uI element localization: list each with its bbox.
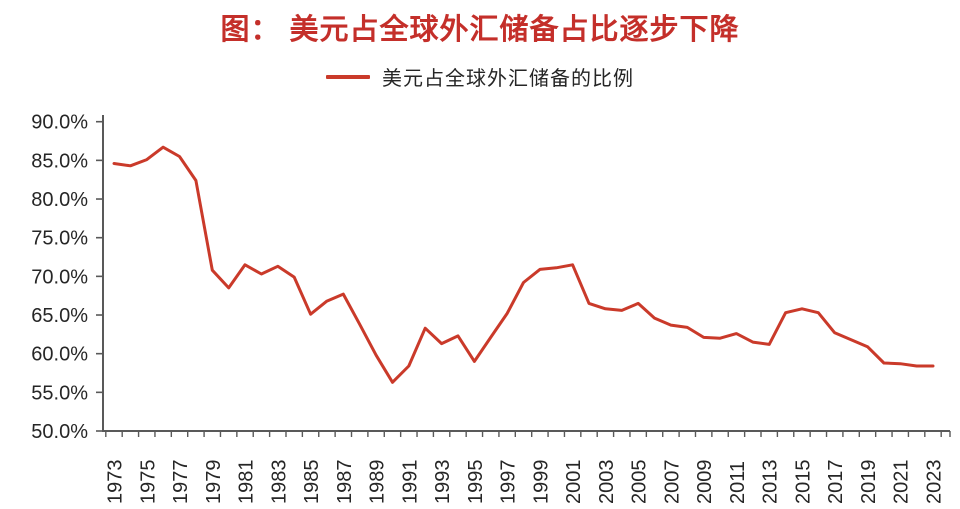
x-tick-label: 1989 bbox=[367, 460, 389, 505]
x-tick-label: 2019 bbox=[858, 460, 880, 505]
x-tick-label: 1993 bbox=[432, 460, 454, 505]
y-tick-label: 60.0% bbox=[31, 344, 88, 366]
x-tick-label: 2015 bbox=[792, 460, 814, 505]
x-tick-label: 1975 bbox=[137, 460, 159, 505]
legend-label: 美元占全球外汇储备的比例 bbox=[382, 68, 634, 90]
x-tick-label: 1983 bbox=[268, 460, 290, 505]
y-tick-label: 75.0% bbox=[31, 228, 88, 250]
x-tick-label: 1981 bbox=[236, 460, 258, 505]
y-tick-label: 70.0% bbox=[31, 266, 88, 288]
y-tick-label: 65.0% bbox=[31, 305, 88, 327]
legend: 美元占全球外汇储备的比例 bbox=[0, 62, 960, 91]
x-tick-label: 1997 bbox=[498, 460, 520, 505]
y-tick-label: 55.0% bbox=[31, 382, 88, 404]
x-tick-label: 1995 bbox=[465, 460, 487, 505]
x-tick-label: 2021 bbox=[891, 460, 913, 505]
y-axis-labels: 90.0% 85.0% 80.0% 75.0% 70.0% 65.0% 60.0% 55.0%… bbox=[31, 112, 88, 443]
x-tick-label: 2011 bbox=[727, 461, 749, 504]
x-tick-label: 1999 bbox=[530, 460, 552, 505]
chart-title: 图： 美元占全球外汇储备占比逐步下降 bbox=[220, 14, 740, 46]
x-tick-label: 1979 bbox=[203, 460, 225, 505]
y-tick-label: 90.0% bbox=[31, 112, 88, 134]
y-tick-label: 80.0% bbox=[31, 189, 88, 211]
x-tick-label: 1987 bbox=[334, 460, 356, 505]
x-tick-label: 1977 bbox=[170, 460, 192, 505]
y-tick-label: 50.0% bbox=[31, 421, 88, 443]
y-tick-label: 85.0% bbox=[31, 150, 88, 172]
x-tick-label: 2001 bbox=[563, 460, 585, 505]
legend-line-swatch bbox=[326, 74, 370, 79]
x-tick-label: 2023 bbox=[924, 460, 946, 505]
x-tick-label: 2007 bbox=[661, 460, 683, 505]
x-tick-label: 2009 bbox=[694, 460, 716, 505]
x-tick-label: 1991 bbox=[399, 460, 421, 505]
x-axis-labels: 1973 1975 1977 1979 1981 1983 1985 1987 1989 1991… bbox=[105, 460, 946, 505]
series-line bbox=[112, 145, 935, 384]
x-tick-label: 1985 bbox=[301, 460, 323, 505]
x-tick-label: 2003 bbox=[596, 460, 618, 505]
y-tick-marks bbox=[96, 120, 103, 432]
axes bbox=[102, 115, 950, 432]
x-tick-label: 2017 bbox=[825, 460, 847, 505]
x-tick-label: 2013 bbox=[760, 460, 782, 505]
x-tick-label: 1973 bbox=[105, 460, 127, 505]
series-line-group bbox=[112, 145, 935, 384]
axis-line bbox=[102, 115, 950, 432]
x-tick-label: 2005 bbox=[629, 460, 651, 505]
